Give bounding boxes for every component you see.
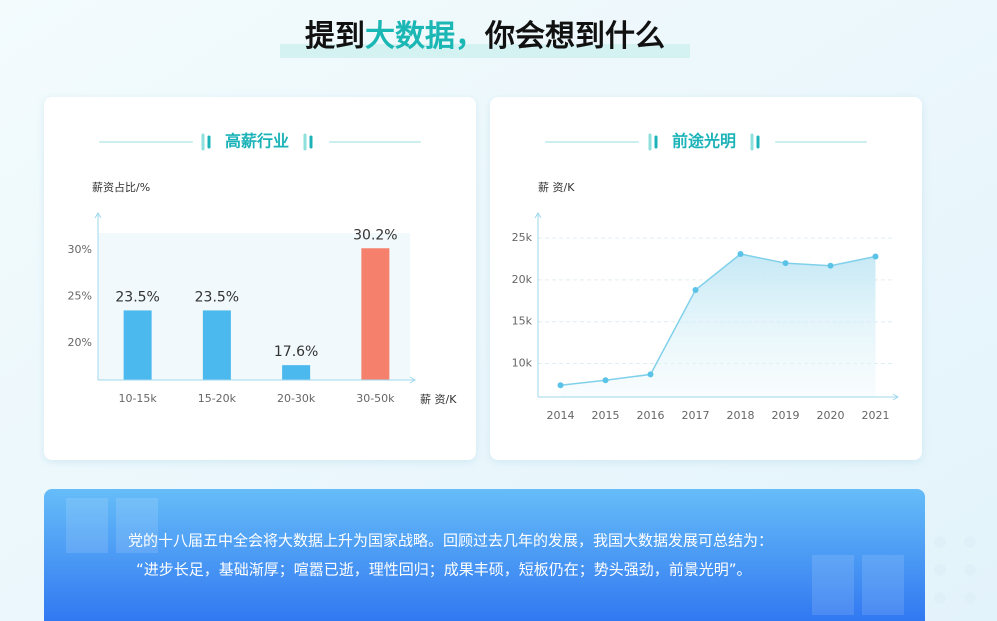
x-tick-label: 2019 <box>772 409 800 422</box>
quote-line: 党的十八届五中全会将大数据上升为国家战略。回顾过去几年的发展，我国大数据发展可总… <box>128 532 773 550</box>
x-tick-label: 2020 <box>817 409 845 422</box>
value-label: 17.6% <box>274 344 318 360</box>
quote-box <box>44 489 925 621</box>
point <box>557 382 564 389</box>
point <box>647 371 654 378</box>
axis-arrow <box>94 212 416 384</box>
point <box>737 250 744 257</box>
quote-mark <box>66 498 158 553</box>
y-axis-label: 薪 资/K <box>538 181 575 194</box>
point <box>827 262 834 269</box>
y-tick-label: 25% <box>68 290 92 303</box>
section-title: 高薪行业 <box>225 132 289 151</box>
title-part: 提到 <box>305 19 365 54</box>
x-tick-label: 30-50k <box>356 392 395 405</box>
bar <box>361 248 390 380</box>
y-tick-label: 30% <box>68 243 92 256</box>
point <box>602 377 609 384</box>
quote-mark <box>812 555 904 615</box>
x-tick-label: 2017 <box>682 409 710 422</box>
value-label: 30.2% <box>353 227 397 243</box>
title-highlight-part: 大数据， <box>365 19 485 54</box>
bar <box>202 310 231 380</box>
y-tick-label: 20% <box>68 336 92 349</box>
x-tick-label: 15-20k <box>198 392 237 405</box>
x-tick-label: 10-15k <box>118 392 157 405</box>
bar <box>282 365 311 380</box>
y-tick-label: 10k <box>512 357 533 370</box>
title-part: 你会想到什么 <box>484 19 665 54</box>
value-label: 23.5% <box>115 289 159 305</box>
point <box>872 253 879 260</box>
y-tick-label: 25k <box>512 231 533 244</box>
point <box>692 286 699 293</box>
x-tick-label: 2018 <box>727 409 755 422</box>
y-tick-label: 20k <box>512 273 533 286</box>
section-title: 前途光明 <box>672 132 736 151</box>
dot-decoration <box>934 536 976 604</box>
y-tick-label: 15k <box>512 315 533 328</box>
x-tick-label: 2015 <box>592 409 620 422</box>
quote-line: “进步长足，基础渐厚；喧嚣已逝，理性回归；成果丰硕，短板仍在；势头强劲，前景光明… <box>136 561 752 579</box>
point <box>782 260 789 267</box>
section-decoration <box>99 133 867 151</box>
line <box>560 253 876 387</box>
bar <box>123 310 152 380</box>
x-tick-label: 2021 <box>862 409 890 422</box>
y-axis-label: 薪资占比/% <box>92 180 150 194</box>
axis-arrow <box>534 212 899 401</box>
x-axis-label: 薪 资/K <box>420 393 457 406</box>
x-tick-label: 2014 <box>547 409 575 422</box>
value-label: 23.5% <box>195 289 239 305</box>
area <box>560 253 876 397</box>
title-highlight <box>280 44 690 58</box>
x-tick-label: 2016 <box>637 409 665 422</box>
page-title: 提到大数据，你会想到什么 <box>305 19 665 54</box>
x-tick-label: 20-30k <box>277 392 316 405</box>
